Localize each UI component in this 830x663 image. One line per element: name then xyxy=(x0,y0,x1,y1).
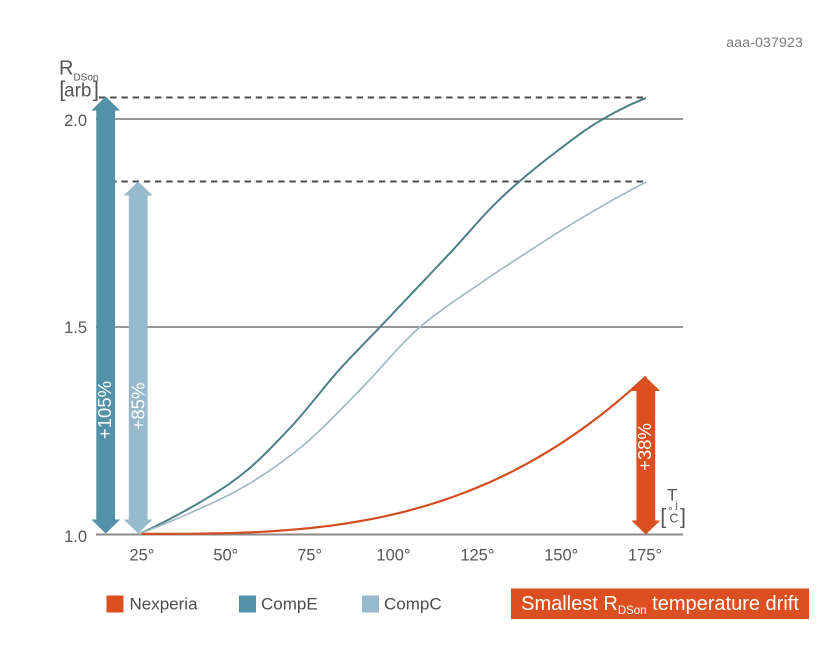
svg-text:CompE: CompE xyxy=(261,595,318,614)
svg-text:+105%: +105% xyxy=(94,381,115,439)
svg-text:100°: 100° xyxy=(376,547,410,565)
svg-text:j: j xyxy=(675,499,678,511)
svg-text:125°: 125° xyxy=(460,547,494,565)
svg-text:75°: 75° xyxy=(297,547,322,565)
svg-text:°: ° xyxy=(668,506,672,518)
svg-text:175°: 175° xyxy=(628,547,662,565)
svg-text:+85%: +85% xyxy=(127,383,148,431)
svg-text:]: ] xyxy=(680,505,686,529)
svg-text:+38%: +38% xyxy=(634,423,655,471)
svg-text:T: T xyxy=(667,486,677,505)
svg-text:1.0: 1.0 xyxy=(64,528,87,546)
svg-text:Smallest RDSon temperature dri: Smallest RDSon temperature drift xyxy=(521,593,799,617)
svg-text:[: [ xyxy=(660,505,666,529)
svg-text:C: C xyxy=(670,512,679,526)
svg-text:]: ] xyxy=(93,77,99,102)
svg-text:CompC: CompC xyxy=(384,595,442,614)
svg-text:2.0: 2.0 xyxy=(64,112,87,130)
svg-text:25°: 25° xyxy=(129,547,154,565)
svg-text:150°: 150° xyxy=(544,547,578,565)
svg-text:1.5: 1.5 xyxy=(64,319,87,337)
svg-text:aaa-037923: aaa-037923 xyxy=(726,34,803,50)
svg-text:[: [ xyxy=(59,77,65,102)
svg-text:Nexperia: Nexperia xyxy=(130,595,199,614)
svg-text:50°: 50° xyxy=(213,547,238,565)
svg-text:arb: arb xyxy=(64,81,91,102)
